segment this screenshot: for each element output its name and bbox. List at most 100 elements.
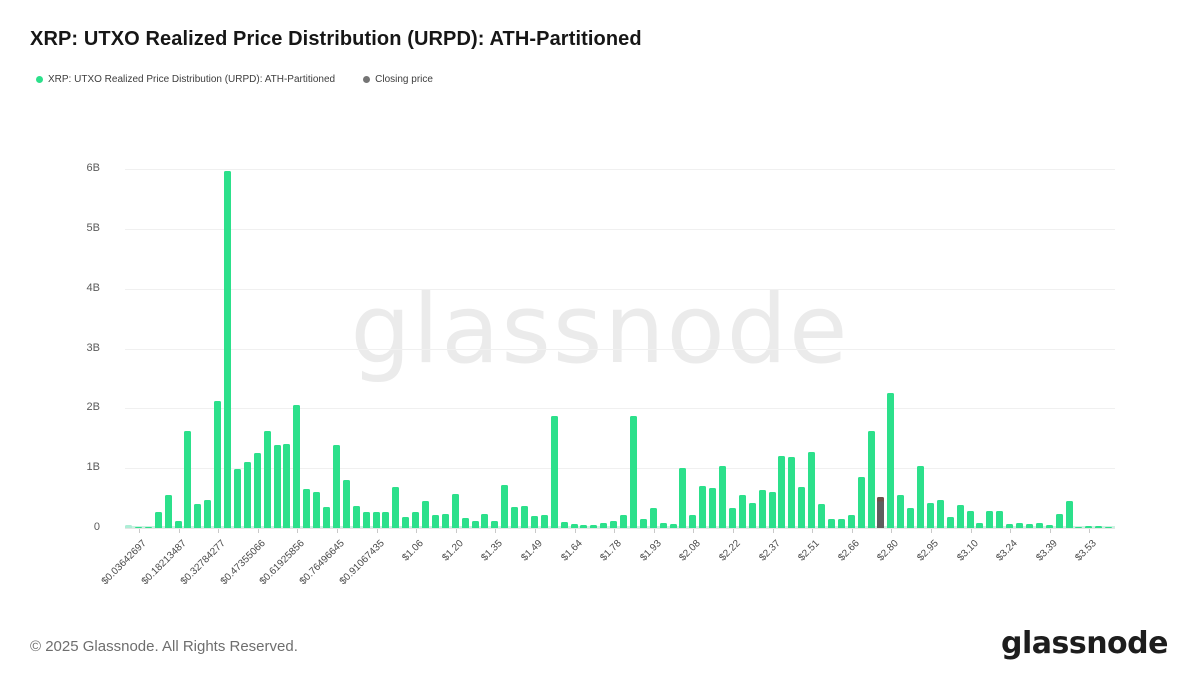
bar[interactable] (155, 512, 162, 528)
bar[interactable] (858, 477, 865, 528)
bar[interactable] (778, 456, 785, 528)
bar[interactable] (907, 508, 914, 528)
bar[interactable] (670, 524, 677, 528)
bar[interactable] (462, 518, 469, 528)
bar[interactable] (511, 507, 518, 528)
bar[interactable] (442, 514, 449, 528)
bar[interactable] (194, 504, 201, 528)
bar[interactable] (402, 517, 409, 528)
bar[interactable] (145, 527, 152, 528)
bar[interactable] (947, 517, 954, 528)
bar[interactable] (481, 514, 488, 528)
bar[interactable] (521, 506, 528, 528)
bar[interactable] (561, 522, 568, 528)
bar[interactable] (353, 506, 360, 528)
bar[interactable] (887, 393, 894, 528)
bar[interactable] (1026, 524, 1033, 528)
bar[interactable] (333, 445, 340, 528)
bar[interactable] (729, 508, 736, 528)
bar[interactable] (798, 487, 805, 528)
bar[interactable] (1006, 524, 1013, 528)
bar[interactable] (1016, 523, 1023, 528)
bar[interactable] (283, 444, 290, 528)
bar[interactable] (175, 521, 182, 528)
bar[interactable] (848, 515, 855, 528)
bar[interactable] (1046, 525, 1053, 528)
bar[interactable] (580, 525, 587, 528)
bar[interactable] (630, 416, 637, 528)
bar[interactable] (1095, 526, 1102, 528)
bar[interactable] (293, 405, 300, 528)
bar[interactable] (313, 492, 320, 528)
bar[interactable] (125, 525, 132, 528)
bar[interactable] (551, 416, 558, 528)
bar[interactable] (749, 503, 756, 528)
bar[interactable] (491, 521, 498, 528)
bar[interactable] (363, 512, 370, 528)
bar[interactable] (650, 508, 657, 528)
bar[interactable] (828, 519, 835, 528)
bar[interactable] (1105, 527, 1112, 528)
bar[interactable] (274, 445, 281, 528)
bar[interactable] (165, 495, 172, 528)
bar[interactable] (640, 519, 647, 528)
bar[interactable] (699, 486, 706, 528)
bar[interactable] (660, 523, 667, 528)
bar[interactable] (1085, 526, 1092, 528)
bar[interactable] (501, 485, 508, 528)
bar[interactable] (571, 524, 578, 528)
bar[interactable] (769, 492, 776, 528)
legend-item-urpd[interactable]: XRP: UTXO Realized Price Distribution (U… (36, 74, 335, 85)
bar[interactable] (976, 523, 983, 528)
bar[interactable] (412, 512, 419, 528)
bar[interactable] (600, 523, 607, 528)
bar[interactable] (759, 490, 766, 528)
bar[interactable] (135, 527, 142, 528)
closing-price-bar[interactable] (877, 497, 884, 528)
bar[interactable] (679, 468, 686, 528)
bar[interactable] (323, 507, 330, 528)
bar[interactable] (373, 512, 380, 528)
bar[interactable] (343, 480, 350, 528)
bar[interactable] (224, 171, 231, 528)
bar[interactable] (234, 469, 241, 528)
bar[interactable] (531, 516, 538, 528)
bar[interactable] (967, 511, 974, 528)
bar[interactable] (590, 525, 597, 528)
bar[interactable] (868, 431, 875, 528)
bar[interactable] (788, 457, 795, 528)
bar[interactable] (927, 503, 934, 528)
bar[interactable] (422, 501, 429, 528)
bar[interactable] (719, 466, 726, 528)
bar[interactable] (1036, 523, 1043, 528)
bar[interactable] (472, 521, 479, 528)
bar[interactable] (709, 488, 716, 528)
bar[interactable] (452, 494, 459, 528)
bar[interactable] (382, 512, 389, 528)
bar[interactable] (204, 500, 211, 528)
bar[interactable] (610, 521, 617, 528)
bar[interactable] (541, 515, 548, 528)
bar[interactable] (432, 515, 439, 528)
bar[interactable] (214, 401, 221, 528)
bar[interactable] (254, 453, 261, 528)
bar[interactable] (917, 466, 924, 528)
bar[interactable] (739, 495, 746, 528)
bar[interactable] (808, 452, 815, 528)
bar[interactable] (838, 519, 845, 528)
bar[interactable] (937, 500, 944, 528)
bar[interactable] (1075, 527, 1082, 528)
legend-item-closing-price[interactable]: Closing price (363, 74, 433, 85)
bar[interactable] (303, 489, 310, 528)
bar[interactable] (264, 431, 271, 528)
bar[interactable] (184, 431, 191, 528)
bar[interactable] (996, 511, 1003, 528)
bar[interactable] (244, 462, 251, 528)
bar[interactable] (392, 487, 399, 528)
bar[interactable] (957, 505, 964, 528)
bar[interactable] (689, 515, 696, 528)
bar[interactable] (897, 495, 904, 528)
bar[interactable] (1066, 501, 1073, 528)
bar[interactable] (620, 515, 627, 528)
bar[interactable] (986, 511, 993, 528)
